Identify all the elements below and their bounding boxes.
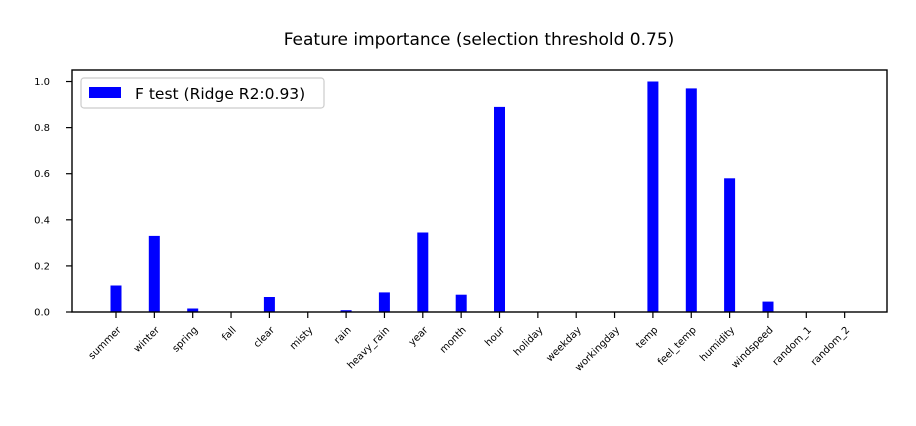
x-tick-label: humidity — [698, 325, 737, 364]
x-axis-ticks: summer winter spring fall clear misty rainheav… — [87, 312, 852, 374]
y-tick-label: 0.6 — [34, 169, 50, 180]
x-tick-label: summer — [87, 324, 125, 362]
y-axis-ticks: 0.0 0.2 0.4 0.6 0.8 1.0 — [34, 77, 72, 319]
x-tick-label: hour — [483, 324, 508, 349]
legend-label: F test (Ridge R2:0.93) — [135, 85, 305, 103]
y-tick-label: 0.2 — [34, 261, 50, 272]
bar-hour — [494, 106, 505, 313]
x-tick-label: holiday — [512, 325, 546, 359]
x-tick-label: spring — [171, 325, 201, 355]
x-tick-label: rain — [332, 325, 353, 346]
x-tick-label: clear — [252, 324, 278, 350]
bar-rain — [340, 310, 352, 312]
bar-windspeed — [762, 301, 774, 312]
y-tick-label: 0.0 — [34, 308, 50, 319]
bar-heavy_rain — [378, 292, 390, 312]
y-tick-label: 0.4 — [34, 215, 50, 226]
bar-humidity — [724, 178, 736, 312]
x-tick-label: temp — [634, 325, 660, 351]
x-tick-label: random_2 — [809, 325, 852, 368]
plot-frame — [71, 69, 888, 313]
bar-temp — [647, 81, 659, 312]
chart-title: Feature importance (selection threshold … — [284, 30, 675, 50]
bar-feel_temp — [685, 88, 697, 313]
x-tick-label: feel_temp — [656, 325, 699, 368]
bar-summer — [110, 285, 122, 312]
bar-month — [455, 294, 467, 312]
x-tick-label: random_1 — [771, 325, 814, 368]
legend-box — [80, 77, 325, 109]
legend: F test (Ridge R2:0.93) — [80, 77, 325, 109]
bar-spring — [187, 308, 199, 312]
bar-winter — [148, 235, 160, 312]
bars-group — [110, 81, 774, 313]
x-tick-label: fall — [220, 325, 239, 344]
legend-swatch — [89, 87, 121, 98]
y-tick-label: 0.8 — [34, 123, 50, 134]
x-tick-label: month — [438, 325, 469, 356]
x-tick-label: misty — [288, 325, 315, 352]
bar-year — [417, 232, 429, 312]
x-tick-label: windspeed — [730, 325, 776, 371]
x-tick-label: weekday — [544, 325, 583, 364]
x-tick-label: year — [407, 324, 431, 348]
x-tick-label: winter — [132, 324, 163, 355]
bar-clear — [263, 297, 275, 312]
y-tick-label: 1.0 — [34, 77, 50, 88]
